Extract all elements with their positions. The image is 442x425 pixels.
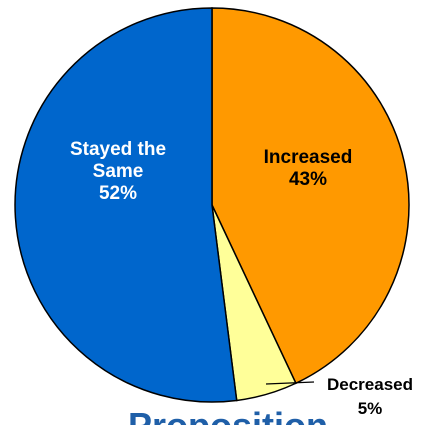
pie-slice-increased [211, 7, 410, 385]
slice-label-line: Same [93, 161, 144, 182]
decreased-leader-line [265, 381, 315, 385]
slice-label-line: 43% [289, 169, 327, 190]
slice-label-increased: Increased 43% [264, 147, 353, 190]
slice-label-line: 52% [99, 183, 137, 204]
slice-label-stayed-the: Stayed the Same 52% [70, 139, 166, 204]
slice-label-line: 5% [358, 399, 383, 418]
slice-label-line: Increased [264, 147, 353, 168]
partial-footer-text: Proposition [128, 405, 328, 425]
slice-label-line: Stayed the [70, 139, 166, 160]
slice-label-decreased: Decreased 5% [327, 375, 413, 418]
slice-label-line: Decreased [327, 375, 413, 394]
pie-slice-stayed-the [14, 7, 238, 403]
